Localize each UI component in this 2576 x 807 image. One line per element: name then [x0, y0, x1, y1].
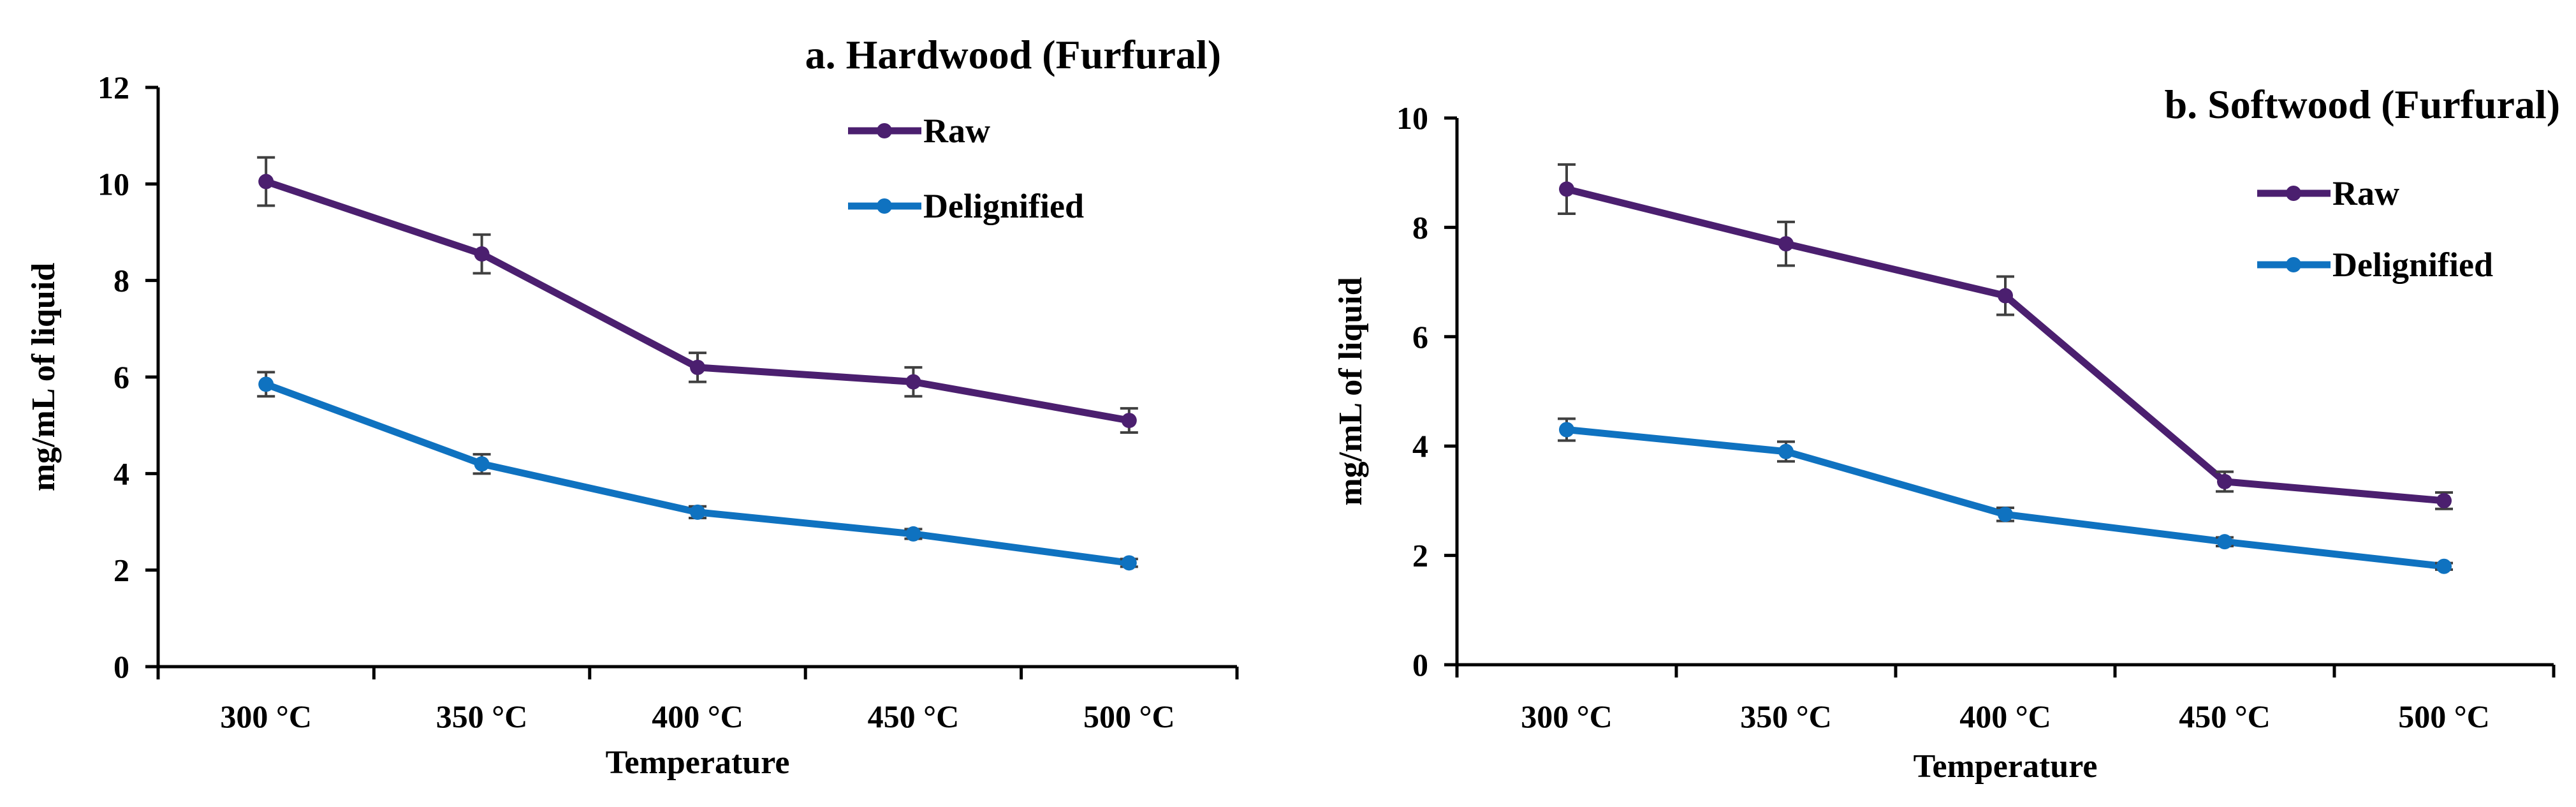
x-tick-label: 450 °C [2179, 699, 2271, 734]
data-point-raw [1998, 288, 2013, 304]
data-point-raw [1559, 181, 1574, 197]
series-line-delignified [1563, 426, 2448, 570]
data-point-delignified [905, 526, 921, 542]
y-axis-label: mg/mL of liquid [26, 263, 62, 491]
y-tick-label: 8 [1412, 209, 1428, 245]
data-point-raw [2436, 492, 2452, 508]
legend-marker-raw [877, 123, 892, 138]
chart-hardwood: a. Hardwood (Furfural) 0 2 4 6 8 10 12 300 °C 350… [26, 32, 1239, 781]
y-tick-label: 8 [113, 263, 129, 299]
y-tick-label: 2 [1412, 538, 1428, 574]
chart-softwood: b. Softwood (Furfural) 0 2 4 6 8 10 300 °C 350 °… [1333, 82, 2560, 785]
data-point-raw [905, 374, 921, 390]
x-axis-label: Temperature [1914, 748, 2098, 785]
y-tick-label: 6 [1412, 319, 1428, 355]
legend-label-delignified: Delignified [2332, 246, 2493, 284]
y-tick-label: 2 [113, 552, 129, 588]
data-point-raw [1778, 236, 1794, 252]
legend-marker-raw [2286, 186, 2301, 201]
legend-marker-delignified [2286, 257, 2301, 272]
x-tick-label: 350 °C [1740, 699, 1832, 734]
x-tick-label: 500 °C [1083, 699, 1175, 734]
y-tick-label: 12 [98, 70, 129, 105]
x-tick-label: 400 °C [652, 699, 743, 734]
data-point-delignified [2217, 534, 2232, 550]
y-tick-label: 4 [1412, 428, 1428, 464]
legend-label-raw: Raw [2332, 174, 2399, 212]
x-tick-label: 400 °C [1959, 699, 2051, 734]
y-axis-label: mg/mL of liquid [1333, 277, 1369, 505]
legend-label-raw: Raw [923, 112, 990, 150]
data-point-delignified [1559, 422, 1574, 438]
data-point-delignified [2436, 558, 2452, 574]
x-tick-label: 350 °C [436, 699, 528, 734]
y-tick-label: 0 [113, 649, 129, 685]
data-point-raw [1121, 413, 1137, 429]
data-point-raw [474, 246, 490, 262]
data-point-delignified [1121, 555, 1137, 571]
legend-label-delignified: Delignified [923, 187, 1084, 225]
y-tick-label: 4 [113, 455, 129, 491]
x-axis-label: Temperature [606, 744, 790, 781]
data-point-delignified [1778, 443, 1794, 459]
data-point-delignified [474, 456, 490, 472]
chart-title: b. Softwood (Furfural) [2165, 82, 2560, 127]
x-tick-label: 500 °C [2398, 699, 2490, 734]
chart-title: a. Hardwood (Furfural) [805, 32, 1221, 77]
x-tick-label: 450 °C [868, 699, 960, 734]
legend-marker-delignified [877, 198, 892, 214]
data-point-delignified [690, 504, 705, 520]
y-tick-label: 10 [1396, 100, 1428, 136]
data-point-raw [690, 359, 705, 375]
series-line-raw [1563, 185, 2448, 505]
data-point-delignified [1998, 507, 2013, 522]
y-tick-label: 0 [1412, 647, 1428, 683]
y-tick-label: 6 [113, 359, 129, 395]
data-point-raw [258, 174, 274, 189]
series-line-delignified [262, 380, 1133, 566]
y-tick-label: 10 [98, 166, 129, 202]
data-point-delignified [258, 376, 274, 392]
data-point-raw [2217, 473, 2232, 489]
x-tick-label: 300 °C [220, 699, 312, 734]
x-tick-label: 300 °C [1521, 699, 1613, 734]
